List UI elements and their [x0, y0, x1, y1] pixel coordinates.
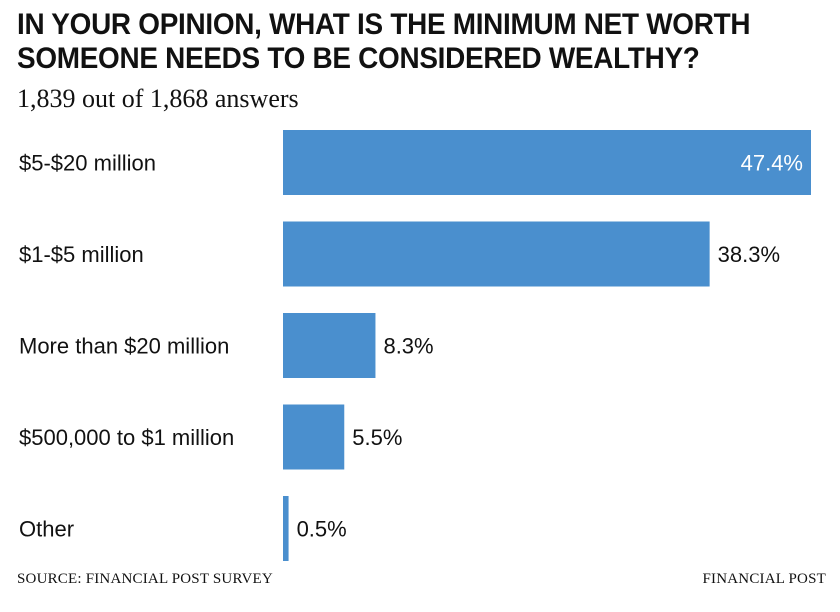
value-label: 47.4% [741, 151, 803, 176]
value-label: 0.5% [297, 517, 347, 542]
category-label: $500,000 to $1 million [19, 425, 234, 450]
chart-title-line-1: IN YOUR OPINION, WHAT IS THE MINIMUM NET… [17, 8, 751, 41]
publisher-credit: FINANCIAL POST [702, 571, 826, 587]
category-label: Other [19, 517, 74, 542]
bar [283, 221, 710, 287]
bar [283, 313, 376, 378]
chart-title-line-2: SOMEONE NEEDS TO BE CONSIDERED WEALTHY? [17, 42, 700, 75]
source-note: SOURCE: FINANCIAL POST SURVEY [17, 571, 273, 587]
value-label: 8.3% [383, 334, 433, 359]
value-label: 5.5% [352, 425, 402, 450]
value-label: 38.3% [718, 242, 780, 267]
bar [283, 130, 811, 195]
category-label: More than $20 million [19, 334, 229, 359]
chart-title: IN YOUR OPINION, WHAT IS THE MINIMUM NET… [17, 8, 770, 76]
bar-chart: $5-$20 million 47.4% $1-$5 million 38.3% Mor… [19, 130, 811, 561]
bar [283, 404, 345, 470]
bar [283, 496, 289, 561]
chart-subtitle: 1,839 out of 1,868 answers [17, 84, 299, 113]
category-label: $5-$20 million [19, 151, 156, 176]
category-label: $1-$5 million [19, 242, 144, 267]
